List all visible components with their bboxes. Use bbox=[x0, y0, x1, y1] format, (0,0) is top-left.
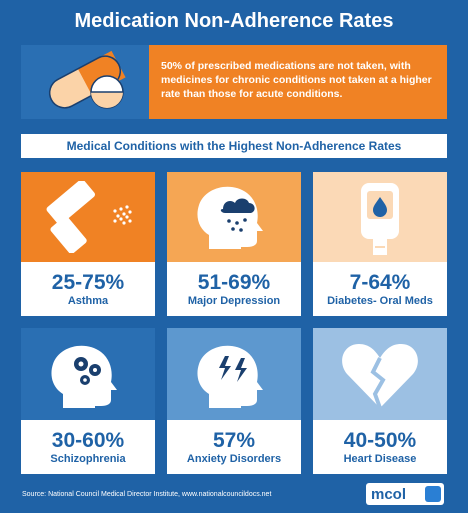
source-note: Source: National Council Medical Directo… bbox=[22, 491, 272, 498]
condition-card-diabetes: 7-64% Diabetes- Oral Meds bbox=[313, 172, 447, 316]
logo-mark-icon bbox=[425, 486, 441, 502]
rate-value: 40-50% bbox=[343, 429, 417, 452]
condition-card-heart: 40-50% Heart Disease bbox=[313, 328, 447, 474]
summary-text: 50% of prescribed medications are not ta… bbox=[149, 45, 447, 119]
head-lightning-icon bbox=[167, 328, 301, 420]
condition-card-asthma: 25-75% Asthma bbox=[21, 172, 155, 316]
mcol-logo: mcol bbox=[366, 483, 444, 505]
condition-card-depression: 51-69% Major Depression bbox=[167, 172, 301, 316]
condition-label: Heart Disease bbox=[343, 453, 417, 465]
condition-card-schizophrenia: 30-60% Schizophrenia bbox=[21, 328, 155, 474]
rate-value: 25-75% bbox=[51, 271, 125, 294]
glucose-meter-icon bbox=[313, 172, 447, 262]
head-gears-icon bbox=[21, 328, 155, 420]
logo-text: mcol bbox=[371, 485, 407, 503]
rate-value: 51-69% bbox=[197, 271, 271, 294]
condition-label: Schizophrenia bbox=[50, 453, 126, 465]
condition-label: Asthma bbox=[67, 295, 109, 307]
inhaler-icon bbox=[21, 172, 155, 262]
page-title: Medication Non-Adherence Rates bbox=[74, 10, 394, 32]
condition-label: Anxiety Disorders bbox=[186, 453, 282, 465]
head-raincloud-icon bbox=[167, 172, 301, 262]
summary-banner: 50% of prescribed medications are not ta… bbox=[21, 45, 447, 119]
rate-value: 7-64% bbox=[349, 271, 411, 294]
pill-capsule-icon bbox=[21, 45, 149, 119]
condition-label: Major Depression bbox=[187, 295, 281, 307]
condition-label: Diabetes- Oral Meds bbox=[327, 295, 433, 307]
section-subtitle: Medical Conditions with the Highest Non-… bbox=[21, 134, 447, 158]
rate-value: 57% bbox=[212, 429, 256, 452]
condition-card-anxiety: 57% Anxiety Disorders bbox=[167, 328, 301, 474]
rate-value: 30-60% bbox=[51, 429, 125, 452]
broken-heart-icon bbox=[313, 328, 447, 420]
